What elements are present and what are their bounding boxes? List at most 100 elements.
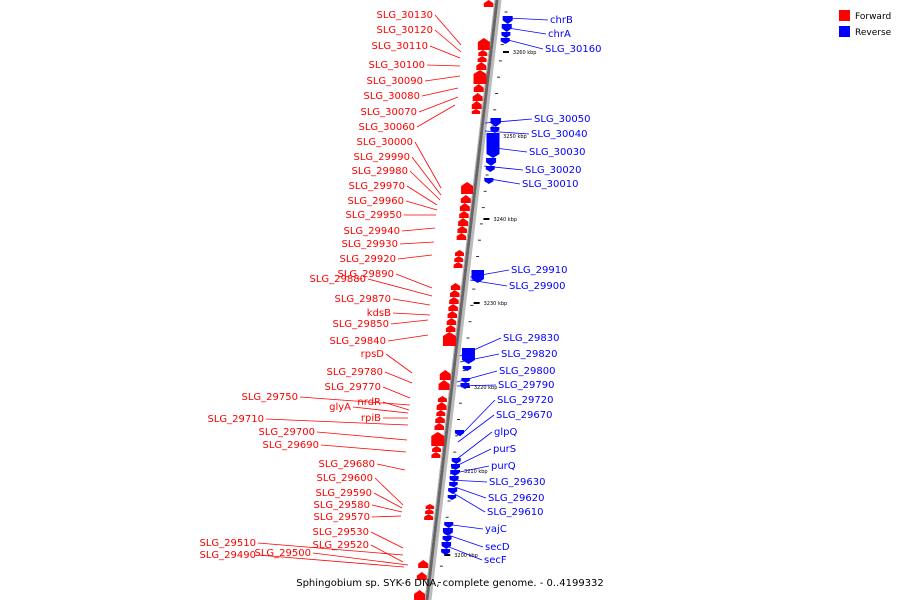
forward-gene-label: SLG_29680 [319, 459, 375, 470]
forward-gene-label: SLG_30090 [367, 76, 423, 87]
forward-gene-label: SLG_29840 [330, 336, 386, 347]
reverse-leader-line [456, 384, 497, 387]
forward-gene-label: nrdR [357, 397, 381, 408]
reverse-gene-label: SLG_29820 [501, 349, 557, 360]
forward-gene-feature [432, 446, 442, 452]
forward-gene-feature [448, 304, 458, 311]
reverse-gene-label: SLG_30160 [545, 44, 601, 55]
forward-gene-feature [431, 452, 441, 458]
forward-leader-line [390, 319, 429, 325]
forward-gene-label: SLG_29590 [316, 488, 372, 499]
reverse-gene-feature [451, 458, 461, 464]
forward-gene-feature [457, 226, 467, 233]
forward-gene-label: SLG_30080 [364, 91, 420, 102]
forward-gene-label: glyA [329, 402, 351, 413]
forward-gene-label: SLG_30070 [361, 107, 417, 118]
reverse-leader-line [447, 489, 486, 513]
reverse-gene-label: SLG_29830 [503, 333, 559, 344]
reverse-leader-line [507, 39, 544, 50]
forward-leader-line [257, 542, 404, 556]
forward-leader-line [384, 371, 413, 384]
forward-gene-label: SLG_29780 [327, 367, 383, 378]
reverse-gene-feature [448, 488, 458, 494]
forward-gene-feature [477, 38, 490, 50]
forward-leader-line [395, 273, 433, 289]
forward-gene-feature [436, 410, 446, 416]
reverse-gene-feature [441, 549, 451, 555]
forward-gene-feature [447, 311, 458, 318]
kbp-tick-label: 3260 kbp [513, 50, 537, 56]
forward-gene-label: SLG_29690 [263, 440, 319, 451]
forward-gene-label: SLG_29980 [352, 166, 408, 177]
forward-gene-label: SLG_29520 [313, 540, 369, 551]
forward-gene-feature [416, 572, 427, 580]
forward-gene-label: SLG_29930 [342, 239, 398, 250]
forward-leader-line [373, 492, 403, 509]
forward-leader-line [385, 353, 413, 374]
forward-leader-line [434, 29, 462, 53]
forward-gene-feature [477, 56, 487, 62]
reverse-gene-label: yajC [485, 524, 507, 535]
reverse-leader-line [507, 27, 547, 35]
forward-gene-feature [460, 195, 471, 203]
forward-gene-label: SLG_29870 [335, 294, 391, 305]
forward-gene-feature [431, 432, 445, 446]
kbp-tick-label: 3240 kbp [493, 217, 517, 223]
reverse-leader-line [469, 269, 510, 278]
reverse-gene-label: SLG_29620 [488, 493, 544, 504]
forward-gene-feature [437, 396, 447, 402]
reverse-gene-label: SLG_29720 [497, 395, 553, 406]
forward-gene-label: SLG_30000 [357, 137, 413, 148]
forward-leader-line [392, 312, 431, 316]
forward-gene-label: rpiB [361, 413, 381, 424]
reverse-gene-label: SLG_30020 [525, 165, 581, 176]
forward-leader-line [434, 14, 462, 46]
forward-gene-label: SLG_29990 [354, 152, 410, 163]
forward-gene-feature [425, 504, 435, 509]
forward-leader-line [409, 170, 441, 201]
forward-gene-feature [418, 560, 429, 568]
reverse-gene-feature [462, 366, 472, 371]
forward-gene-feature [453, 262, 463, 268]
forward-legend-swatch [839, 10, 850, 21]
forward-gene-feature [439, 370, 451, 380]
forward-leader-line [370, 544, 404, 563]
forward-leader-line [382, 401, 410, 411]
forward-leader-line [257, 554, 405, 568]
forward-gene-label: SLG_29580 [314, 500, 370, 511]
legend: Forward Reverse [839, 10, 892, 38]
genome-backbone [425, 0, 499, 600]
forward-gene-feature [454, 250, 464, 256]
reverse-leader-line [483, 177, 521, 185]
forward-leader-line [414, 141, 442, 189]
forward-gene-feature [476, 62, 487, 70]
forward-leader-line [416, 104, 456, 128]
backbone-highlight [424, 0, 496, 600]
reverse-gene-label: secF [484, 555, 507, 566]
forward-gene-feature [471, 109, 481, 114]
forward-gene-label: SLG_30110 [372, 41, 428, 52]
reverse-gene-label: chrB [550, 15, 573, 26]
reverse-gene-label: SLG_30040 [531, 129, 587, 140]
reverse-leader-line [483, 165, 524, 171]
reverse-gene-feature [502, 16, 513, 24]
reverse-gene-feature [471, 270, 484, 283]
reverse-leader-line [457, 414, 495, 443]
forward-leader-line [265, 418, 409, 426]
forward-leader-line [376, 463, 406, 471]
reverse-leader-line [444, 533, 484, 548]
kbp-tick-label: 3210 kbp [464, 469, 488, 475]
reverse-leader-line [459, 353, 500, 363]
forward-gene-label: SLG_30130 [377, 10, 433, 21]
forward-leader-line [387, 334, 429, 342]
forward-gene-label: SLG_30120 [377, 25, 433, 36]
reverse-gene-label: SLG_30030 [529, 147, 585, 158]
forward-gene-label: SLG_29950 [346, 210, 402, 221]
forward-gene-label: SLG_29530 [313, 527, 369, 538]
reverse-gene-label: SLG_30050 [534, 114, 590, 125]
forward-leader-line [374, 477, 404, 506]
reverse-leader-line [456, 370, 498, 383]
reverse-leader-line [459, 337, 502, 357]
reverse-gene-label: SLG_29670 [496, 410, 552, 421]
